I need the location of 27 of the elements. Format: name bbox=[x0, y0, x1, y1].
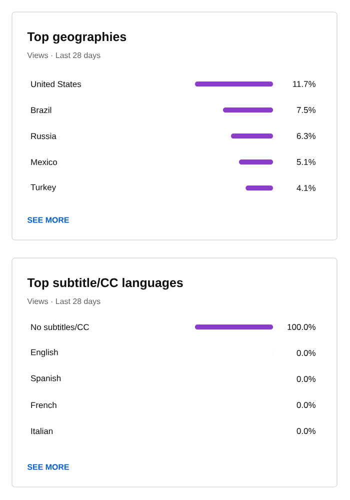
text: Top geographies bbox=[27, 32, 126, 44]
data-label: 0.0% bbox=[296, 402, 316, 408]
data-label: 11.7% bbox=[293, 81, 316, 87]
y-tick-label: French bbox=[31, 402, 56, 408]
data-label: 4.1% bbox=[296, 185, 316, 191]
bar bbox=[195, 81, 274, 86]
y-tick-label: United States bbox=[31, 80, 82, 88]
data-label: 0.0% bbox=[296, 350, 316, 356]
bar bbox=[223, 107, 274, 112]
y-tick-label: Spanish bbox=[30, 375, 61, 383]
y-tick-label: No subtitles/CC bbox=[31, 324, 90, 330]
data-label: 0.0% bbox=[296, 376, 316, 382]
data-label: 6.3% bbox=[296, 133, 316, 139]
data-label: 7.5% bbox=[296, 107, 316, 113]
bar bbox=[239, 159, 274, 164]
y-tick-label: English bbox=[31, 349, 58, 357]
data-label: 0.0% bbox=[296, 428, 316, 434]
y-tick-label: Italian bbox=[31, 428, 53, 434]
y-tick-label: Russia bbox=[31, 132, 56, 140]
y-tick-label: Brazil bbox=[31, 106, 52, 114]
y-tick-label: Mexico bbox=[31, 158, 57, 166]
y-tick-label: Turkey bbox=[30, 184, 56, 192]
bar bbox=[246, 185, 274, 190]
data-label: 5.1% bbox=[296, 159, 316, 165]
chart-title: Top subtitle/CC languages bbox=[27, 278, 183, 290]
bar bbox=[231, 133, 274, 138]
data-label: 100.0% bbox=[288, 324, 316, 330]
